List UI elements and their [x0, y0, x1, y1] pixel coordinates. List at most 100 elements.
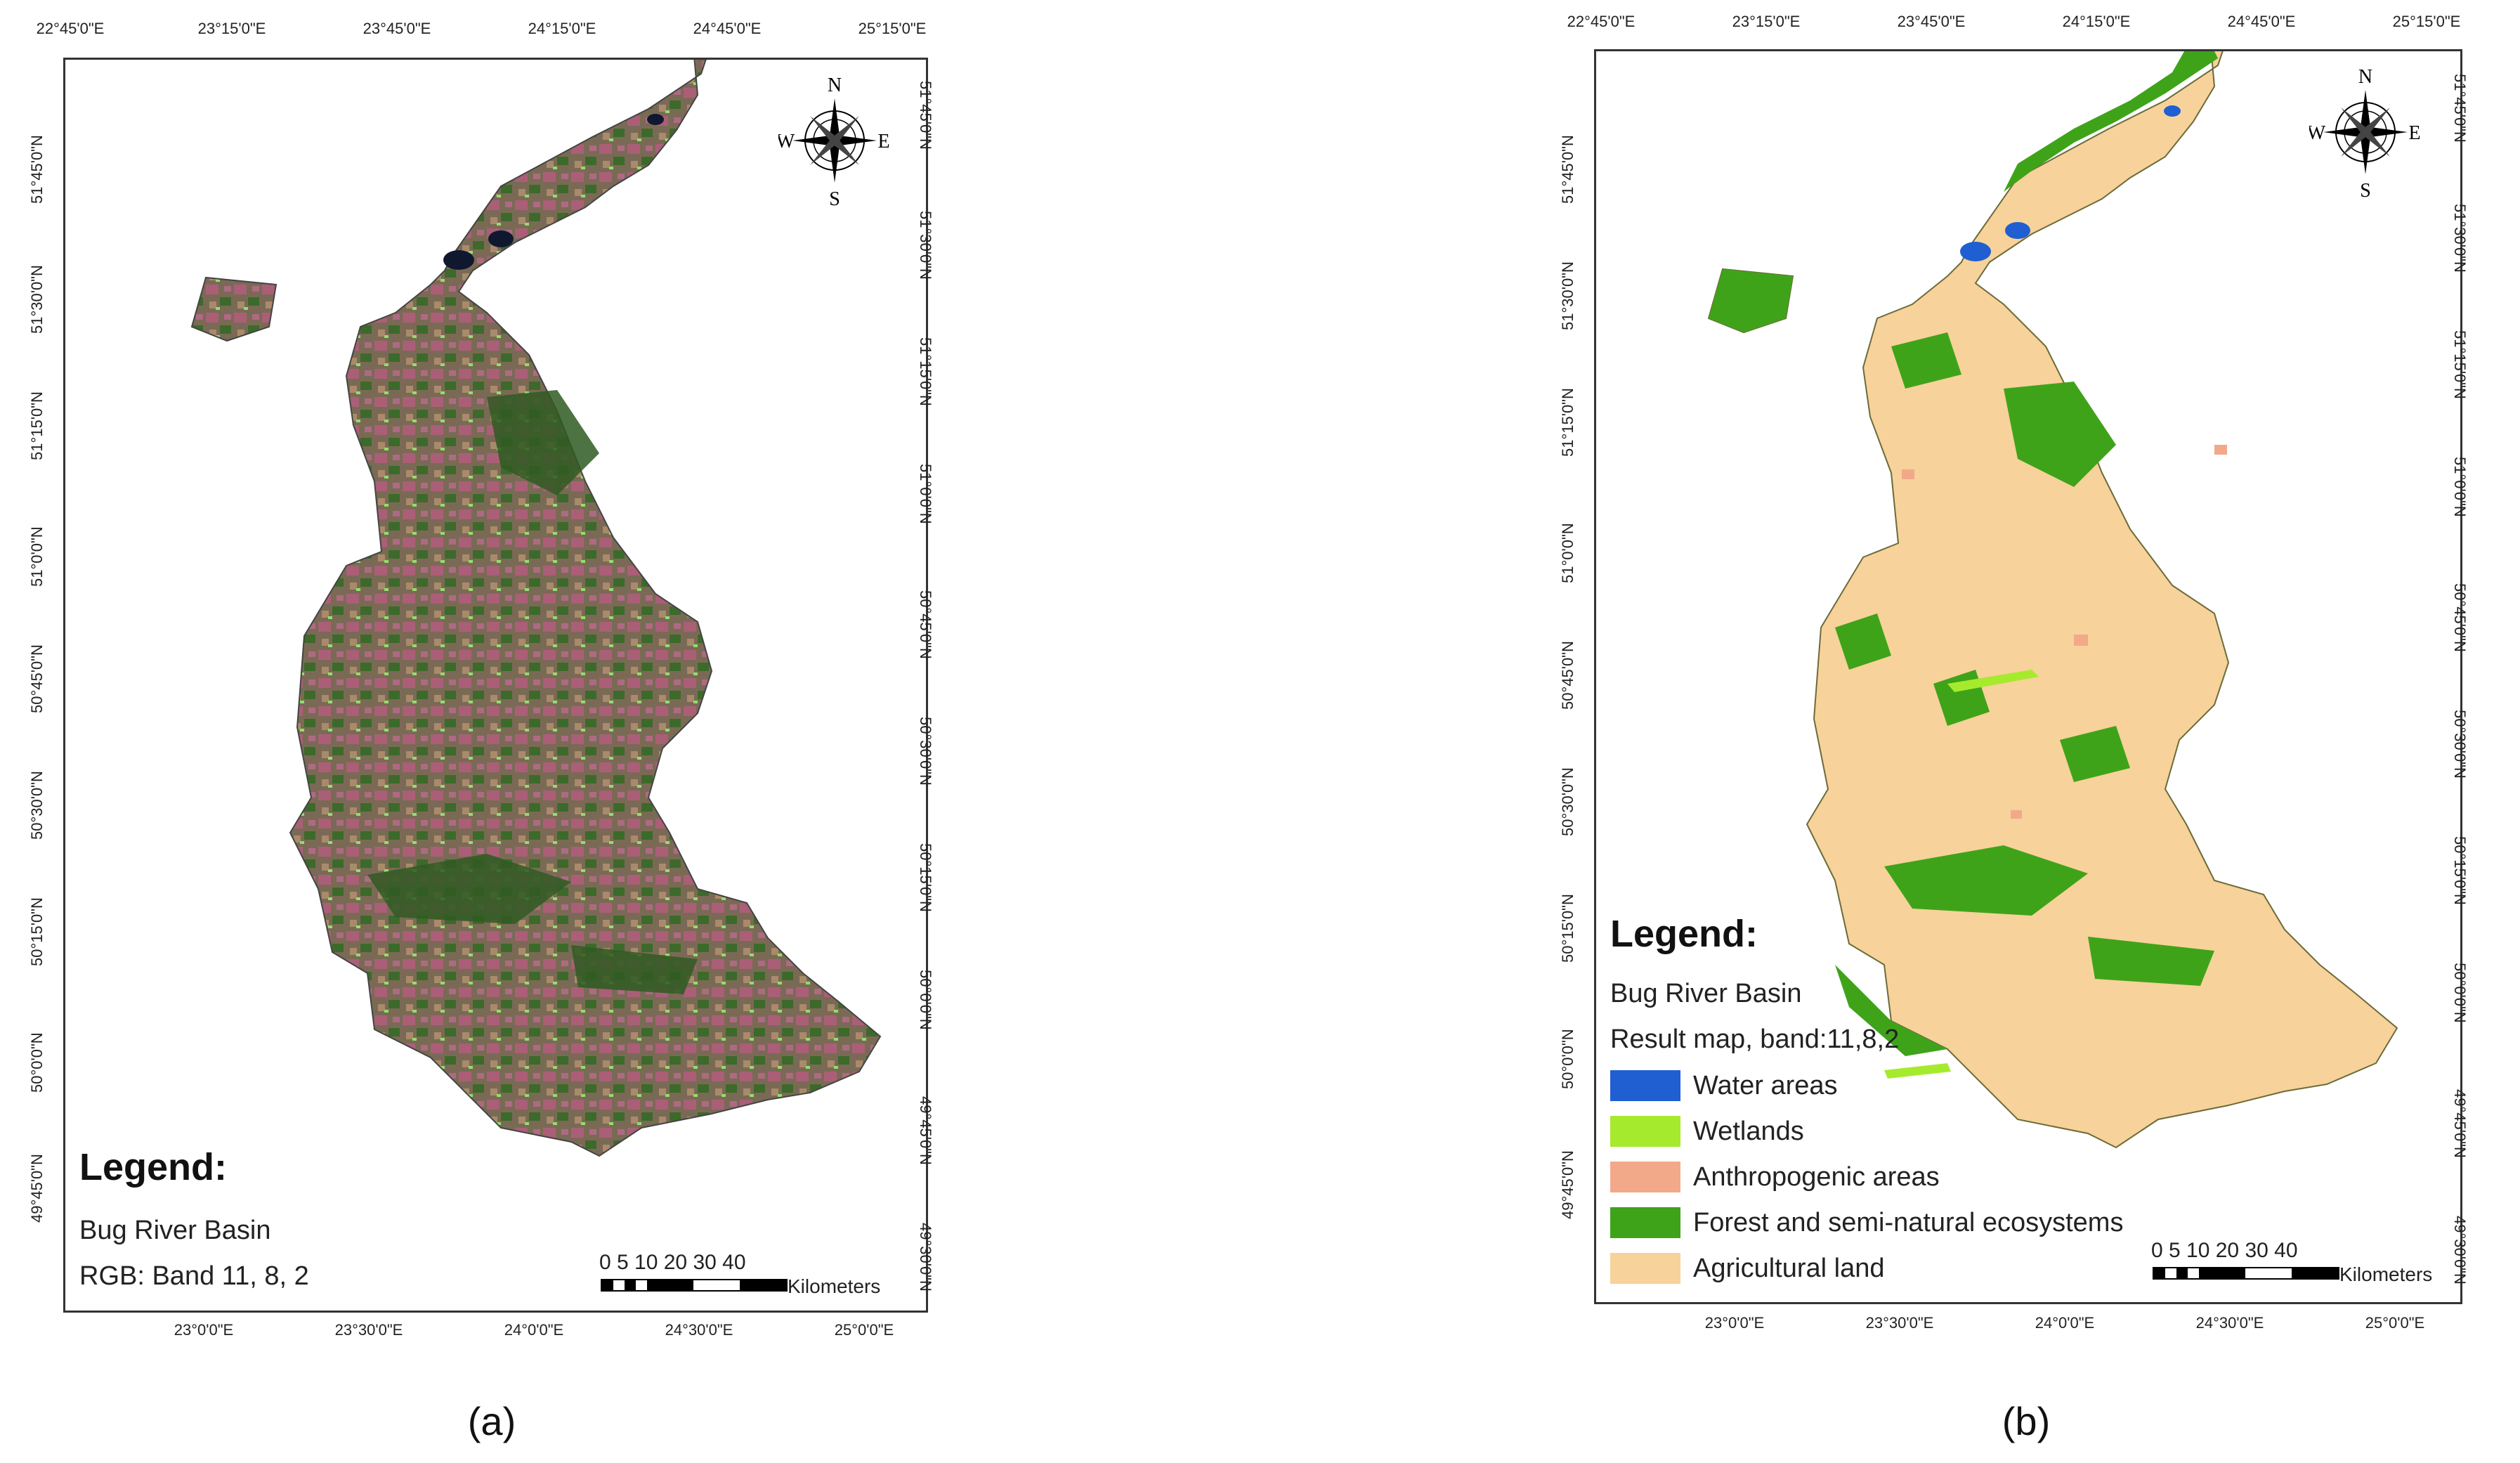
- legend-swatch: [1610, 1070, 1680, 1101]
- left-tick: 50°45'0"N: [28, 644, 46, 713]
- left-tick: 49°45'0"N: [1559, 1150, 1576, 1219]
- classification-map: [1707, 51, 2398, 1149]
- scale-bar: [2153, 1267, 2339, 1280]
- legend-item-forest: Forest and semi-natural ecosystems: [1610, 1207, 2123, 1238]
- left-tick: 51°0'0"N: [1559, 523, 1576, 583]
- right-tick: 50°15'0"N: [917, 843, 934, 912]
- bottom-tick: 23°30'0"E: [1865, 1314, 1934, 1332]
- left-tick: 50°45'0"N: [1559, 641, 1576, 710]
- right-tick: 50°30'0"N: [2451, 710, 2469, 779]
- legend-swatch: [1610, 1253, 1680, 1284]
- legend-subtitle: RGB: Band 11, 8, 2: [79, 1261, 309, 1291]
- panel-b: 22°45'0"E 23°15'0"E 23°45'0"E 24°15'0"E …: [1260, 0, 2520, 1463]
- bottom-tick: 24°30'0"E: [2195, 1314, 2264, 1332]
- legend-label: Anthropogenic areas: [1693, 1162, 1940, 1192]
- basin-shape: [1707, 51, 2398, 1149]
- wetland-areas: [1884, 670, 2039, 1079]
- left-tick: 51°15'0"N: [1559, 388, 1576, 457]
- top-tick: 24°45'0"E: [693, 20, 762, 37]
- right-tick: 51°30'0"N: [2451, 204, 2469, 273]
- right-tick: 50°45'0"N: [917, 590, 934, 659]
- bottom-tick: 25°0'0"E: [2365, 1314, 2425, 1332]
- left-tick: 50°30'0"N: [1559, 767, 1576, 836]
- scale-numbers: 0 5 10 20 30 40: [2151, 1239, 2298, 1262]
- left-tick: 51°45'0"N: [1559, 135, 1576, 204]
- right-tick: 50°15'0"N: [2451, 836, 2469, 905]
- right-tick: 51°15'0"N: [917, 337, 934, 406]
- compass-n: N: [2358, 66, 2372, 88]
- panel-label: (a): [467, 1399, 516, 1443]
- scale-bar: [601, 1279, 788, 1292]
- right-tick: 49°30'0"N: [917, 1223, 934, 1292]
- compass-s: S: [829, 188, 840, 210]
- compass-rose-icon: N S E W: [778, 74, 890, 210]
- scale-numbers: 0 5 10 20 30 40: [599, 1251, 746, 1274]
- satellite-map: [190, 60, 882, 1157]
- compass-rose-icon: N S E W: [2309, 66, 2421, 202]
- top-tick: 22°45'0"E: [1567, 13, 1636, 30]
- bottom-tick: 23°0'0"E: [174, 1321, 234, 1339]
- right-tick: 49°30'0"N: [2451, 1216, 2469, 1285]
- compass-e: E: [2408, 122, 2420, 144]
- left-tick: 50°15'0"N: [28, 897, 46, 966]
- right-tick: 51°0'0"N: [917, 464, 934, 524]
- legend-label: Agricultural land: [1693, 1253, 1885, 1283]
- map-frame: N S E W Legend: Bug River Basin Result m…: [1594, 49, 2462, 1304]
- water-body: [443, 250, 474, 270]
- right-tick: 51°0'0"N: [2451, 457, 2469, 517]
- right-tick: 50°30'0"N: [917, 717, 934, 786]
- anthropogenic-areas: [1902, 445, 2227, 819]
- compass-w: W: [2309, 122, 2326, 144]
- right-tick: 50°45'0"N: [2451, 583, 2469, 652]
- forest-patches: [367, 390, 698, 994]
- legend-subtitle: Bug River Basin: [1610, 979, 1802, 1008]
- left-tick: 50°30'0"N: [28, 771, 46, 840]
- left-tick: 49°45'0"N: [28, 1154, 46, 1223]
- compass-s: S: [2360, 180, 2371, 202]
- compass-n: N: [828, 74, 842, 96]
- compass-w: W: [778, 131, 795, 152]
- top-tick: 23°45'0"E: [1897, 13, 1966, 30]
- legend-swatch: [1610, 1207, 1680, 1238]
- right-tick: 51°45'0"N: [2451, 74, 2469, 143]
- legend-title: Legend:: [79, 1146, 227, 1188]
- right-tick: 49°45'0"N: [917, 1096, 934, 1165]
- left-tick: 51°45'0"N: [28, 135, 46, 204]
- top-tick: 23°45'0"E: [363, 20, 431, 37]
- bottom-tick: 24°0'0"E: [2035, 1314, 2095, 1332]
- bottom-tick: 23°30'0"E: [334, 1321, 403, 1339]
- legend-label: Forest and semi-natural ecosystems: [1693, 1207, 2124, 1237]
- left-tick: 50°0'0"N: [28, 1032, 46, 1093]
- left-tick: 51°30'0"N: [28, 265, 46, 334]
- top-tick: 25°15'0"E: [2392, 13, 2461, 30]
- map-frame: N S E W Legend: Bug River Basin RGB: Ban…: [63, 58, 928, 1313]
- legend-swatch: [1610, 1116, 1680, 1147]
- left-tick: 50°15'0"N: [1559, 894, 1576, 963]
- legend-label: Wetlands: [1693, 1116, 1804, 1146]
- left-tick: 51°30'0"N: [1559, 261, 1576, 330]
- left-tick: 50°0'0"N: [1559, 1029, 1576, 1089]
- legend-label: Water areas: [1693, 1070, 1838, 1100]
- right-tick: 49°45'0"N: [2451, 1089, 2469, 1158]
- top-tick: 24°15'0"E: [528, 20, 596, 37]
- bottom-tick: 23°0'0"E: [1704, 1314, 1765, 1332]
- legend-item-water: Water areas: [1610, 1070, 1838, 1101]
- basin-shape: [190, 60, 882, 1157]
- water-body: [647, 114, 664, 125]
- top-tick: 25°15'0"E: [858, 20, 927, 37]
- right-tick: 51°30'0"N: [917, 211, 934, 280]
- bottom-tick: 24°0'0"E: [504, 1321, 564, 1339]
- right-tick: 50°0'0"N: [917, 970, 934, 1030]
- legend-title: Legend:: [1610, 913, 1758, 955]
- scale-unit: Kilometers: [788, 1275, 881, 1297]
- top-tick: 22°45'0"E: [36, 20, 105, 37]
- left-tick: 51°15'0"N: [28, 391, 46, 460]
- water-areas: [1960, 105, 2181, 261]
- bottom-tick: 25°0'0"E: [834, 1321, 894, 1339]
- legend-subtitle: Bug River Basin: [79, 1216, 271, 1245]
- scale-unit: Kilometers: [2339, 1263, 2433, 1285]
- right-tick: 51°45'0"N: [917, 81, 934, 150]
- legend-item-wetlands: Wetlands: [1610, 1116, 1804, 1147]
- top-tick: 24°45'0"E: [2227, 13, 2296, 30]
- right-tick: 50°0'0"N: [2451, 963, 2469, 1023]
